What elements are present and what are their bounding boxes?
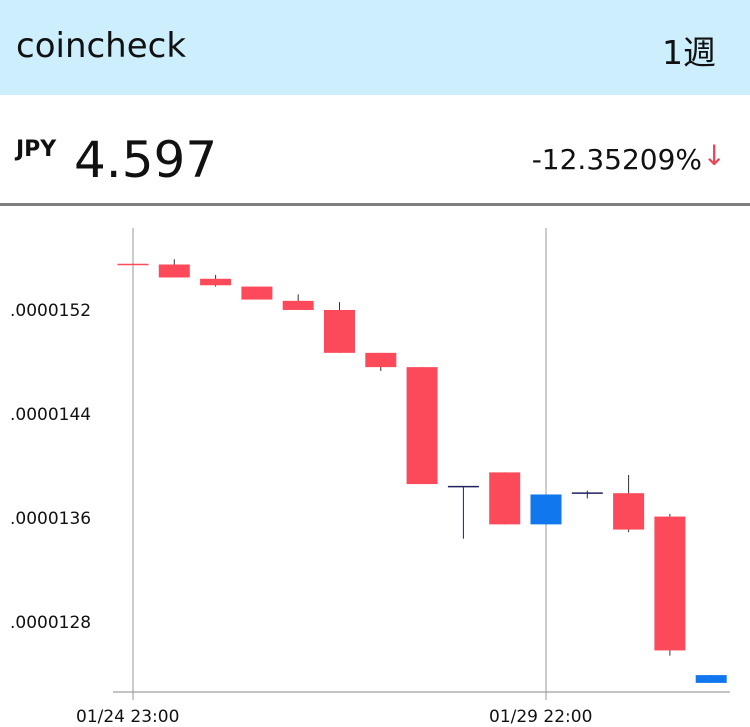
x-axis-ticks: 01/24 23:00 01/29 22:00	[76, 707, 592, 727]
y-tick-label: .0000144	[10, 405, 91, 425]
candle-body	[695, 675, 727, 683]
chart-axes	[113, 228, 730, 700]
chart-candles	[117, 259, 727, 683]
candlestick-chart: .0000152 .0000144 .0000136 .0000128 01/24 2…	[10, 228, 730, 727]
candle-body	[241, 286, 273, 300]
current-price: 4.597	[74, 131, 218, 189]
app-title: coincheck	[16, 26, 187, 66]
candle-body	[282, 300, 314, 310]
header-bar: coincheck 1週	[0, 0, 750, 95]
candle-body	[406, 367, 438, 485]
candle-body	[530, 494, 562, 525]
candle-body	[365, 352, 397, 368]
candle-body	[613, 493, 645, 530]
down-arrow-icon: ↓	[702, 139, 726, 172]
period-selector[interactable]: 1週	[662, 33, 716, 72]
y-tick-label: .0000128	[10, 613, 91, 633]
candle-body	[324, 309, 355, 353]
x-tick-label: 01/29 22:00	[489, 707, 592, 727]
candle-body	[654, 516, 686, 651]
candle-body	[489, 472, 521, 525]
y-axis-ticks: .0000152 .0000144 .0000136 .0000128	[10, 301, 91, 633]
x-tick-label: 01/24 23:00	[76, 707, 179, 727]
candle-body	[200, 278, 232, 286]
y-tick-label: .0000136	[10, 509, 91, 529]
price-change-percent: -12.35209%	[531, 143, 702, 176]
currency-label: JPY	[16, 137, 57, 162]
y-tick-label: .0000152	[10, 301, 91, 321]
candle-body	[158, 264, 190, 278]
price-summary: JPY 4.597 -12.35209% ↓	[0, 95, 750, 206]
